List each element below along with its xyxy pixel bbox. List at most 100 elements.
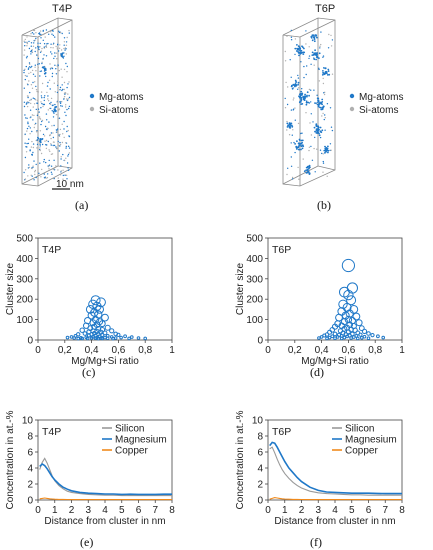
- scatter-point: [366, 331, 371, 336]
- chart-panel-label: T6P: [272, 426, 291, 438]
- atom-dot: [23, 54, 25, 56]
- atom-dot: [63, 88, 65, 91]
- atom-dot: [33, 114, 35, 117]
- series-line-magnesium: [39, 462, 172, 496]
- panel-f-caption: (f): [310, 535, 322, 549]
- atom-dot: [291, 176, 294, 179]
- atom-dot: [284, 107, 287, 109]
- atom-dot: [23, 105, 26, 108]
- atom-dot: [39, 46, 41, 48]
- x-tick-label: 3: [315, 505, 321, 516]
- y-tick-label: 0: [27, 336, 33, 347]
- atom-dot: [45, 45, 47, 47]
- atom-dot: [50, 51, 52, 53]
- atom-dot: [50, 101, 52, 104]
- y-tick-label: 10: [22, 416, 34, 427]
- atom-dot: [36, 99, 39, 102]
- x-tick-label: 0,6: [341, 345, 355, 356]
- scatter-point: [317, 336, 321, 340]
- atom-dot: [41, 119, 44, 122]
- cluster-atom: [320, 102, 322, 105]
- atom-dot: [36, 102, 39, 105]
- atom-dot: [58, 47, 61, 49]
- atom-dot: [322, 55, 325, 57]
- x-tick-label: 5: [349, 505, 355, 516]
- chart-d-cluster-size-t6p: 0 100 200 300 400 500 0 0,2 0,4 0,6 0,8 1 Mg/Mg+Si r…: [235, 234, 405, 368]
- atom-dot: [23, 40, 25, 42]
- atom-dot: [324, 117, 326, 119]
- atom-dot: [39, 51, 42, 53]
- atom-dot: [25, 57, 28, 59]
- cluster-atom: [324, 145, 326, 148]
- atom-dot: [43, 46, 45, 48]
- x-tick-label: 4: [102, 505, 108, 516]
- cluster-atom: [315, 58, 317, 61]
- atom-dot: [58, 69, 60, 72]
- atom-dot: [59, 141, 61, 144]
- atom-dot: [330, 34, 332, 37]
- atom-dot: [55, 146, 57, 148]
- legend-label: Copper: [345, 446, 378, 457]
- atom-dot: [290, 76, 292, 79]
- y-axis-label: Cluster size: [5, 262, 16, 315]
- cluster-atom: [300, 145, 303, 148]
- cluster-atom: [302, 95, 305, 98]
- atom-dot: [65, 41, 68, 43]
- atom-dot: [308, 55, 311, 57]
- atom-dot: [38, 172, 40, 174]
- cluster-atom: [313, 126, 316, 129]
- atom-dot: [30, 174, 32, 176]
- atom-dot: [294, 107, 296, 109]
- cluster-atom: [327, 68, 330, 71]
- atom-dot: [24, 142, 26, 144]
- cluster-atom: [298, 95, 300, 98]
- atom-dot: [33, 126, 35, 129]
- atom-dot: [322, 171, 324, 173]
- atom-dot: [67, 155, 69, 157]
- atom-dot: [28, 164, 30, 166]
- atom-dot: [58, 117, 61, 119]
- y-tick-label: 2: [257, 480, 263, 491]
- cluster-atom: [297, 51, 299, 53]
- cluster-atom: [41, 138, 43, 141]
- atom-dot: [51, 125, 53, 127]
- cluster-atom: [301, 92, 304, 95]
- atom-dot: [290, 39, 293, 41]
- atom-dot: [26, 142, 28, 145]
- atom-dot: [297, 122, 300, 125]
- atom-dot: [49, 150, 51, 153]
- y-tick-label: 500: [16, 234, 33, 245]
- cluster-atom: [327, 145, 329, 148]
- atom-dot: [51, 53, 53, 55]
- scatter-point: [327, 329, 333, 335]
- atom-dot: [316, 103, 319, 106]
- atom-dot: [290, 165, 293, 167]
- atom-dot: [37, 63, 39, 65]
- cluster-atom: [313, 36, 315, 39]
- atom-dot: [286, 103, 289, 106]
- atom-dot: [65, 48, 67, 50]
- atom-dot: [65, 44, 68, 46]
- atom-dot: [48, 164, 51, 166]
- atom-dot: [56, 128, 59, 130]
- atom-dot: [62, 88, 64, 91]
- plot-area: [37, 237, 173, 341]
- cluster-atom: [319, 101, 321, 104]
- cluster-atom: [44, 72, 47, 75]
- y-tick-label: 0: [27, 496, 33, 507]
- scatter-point: [101, 313, 109, 322]
- atom-dot: [60, 105, 62, 107]
- series-line-magnesium: [269, 441, 402, 495]
- atom-dot: [57, 84, 59, 87]
- atom-dot: [60, 156, 62, 158]
- atom-dot: [46, 85, 49, 87]
- atom-dot: [26, 130, 28, 132]
- atom-dot: [53, 159, 55, 161]
- x-tick-label: 8: [399, 505, 405, 516]
- cluster-atom: [303, 97, 306, 99]
- cluster-atom: [298, 148, 300, 151]
- atom-dot: [46, 43, 48, 45]
- scatter-point: [343, 289, 354, 301]
- atom-dot: [61, 141, 64, 144]
